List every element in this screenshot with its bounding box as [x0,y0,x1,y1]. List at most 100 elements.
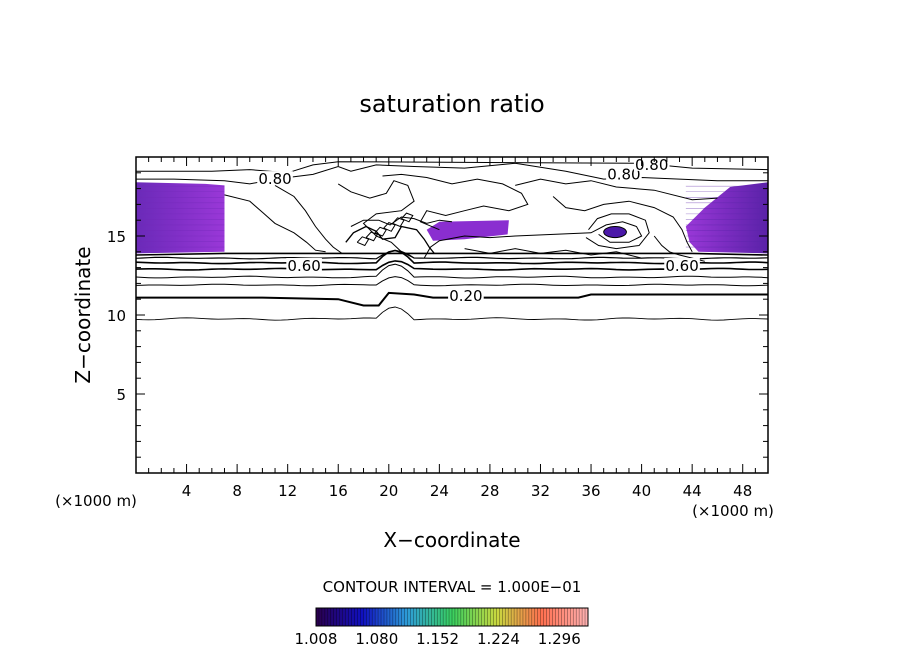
colorbar-swatch [384,608,388,626]
x-tick-label: 36 [581,482,600,500]
contour-label: 0.80 [258,170,291,188]
contour-label-bg [448,288,484,303]
colorbar-swatch [555,608,559,626]
colorbar-swatch [413,608,417,626]
y-axis-ticks: 5 10 15 [107,172,768,458]
colorbar-swatch [324,608,329,626]
colorbar-swatch [546,608,550,626]
contour-label-bg [257,171,293,186]
contour-line [136,249,768,260]
x-unit-label-left: (×1000 m) [55,492,137,510]
contour-line [423,221,643,259]
colorbar-swatch [419,608,423,626]
colorbar-swatch [585,608,589,626]
colorbar-swatch [437,608,441,626]
colorbar-swatch [531,608,536,626]
x-axis-ticks: 4 8 12 16 20 24 28 32 36 40 44 48 [148,157,756,500]
colorbar-swatch [381,608,385,626]
colorbar-swatch [576,608,580,626]
contour-line [136,260,768,271]
colorbar-tick-label: 1.080 [355,630,398,648]
x-tick-label: 48 [733,482,752,500]
colorbar-swatch [327,608,332,626]
y-tick-label: 15 [107,228,126,246]
right-eddy-core [603,226,627,239]
colorbar-swatch [469,608,473,626]
x-tick-label: 28 [480,482,499,500]
contour-label-bg [633,156,670,171]
contour-label: 0.60 [287,257,320,275]
x-tick-label: 8 [232,482,242,500]
colorbar-swatch [528,608,533,626]
y-tick-label: 10 [107,307,126,325]
x-tick-label: 44 [683,482,702,500]
contour-line [345,225,435,254]
colorbar-swatch [398,608,403,626]
colorbar-swatch [517,608,521,626]
colorbar-swatch [375,608,379,626]
colorbar-swatch [525,608,530,626]
colorbar-tick-label: 1.296 [538,630,581,648]
colorbar-swatch [342,608,346,626]
colorbar-swatch [487,608,491,626]
colorbar-tick-label: 1.008 [295,630,338,648]
colorbar-swatch [534,608,539,626]
y-axis-label: Z−coordinate [71,246,95,383]
contour-line [585,213,650,250]
colorbar-swatch [336,608,340,626]
colorbar-swatch [321,608,326,626]
colorbar-swatch [422,608,426,626]
chart-title: saturation ratio [359,90,544,118]
colorbar-swatch [369,608,373,626]
colorbar-swatch [363,608,367,626]
contour-label: 0.60 [665,257,698,275]
contour-labels: 0.80 0.800.800.60 0.600.20 [257,156,700,305]
x-tick-label: 4 [182,482,192,500]
colorbar-swatch [540,608,544,626]
colorbar-swatch [502,608,506,626]
colorbar-swatch [431,608,435,626]
colorbar-swatch [428,608,432,626]
colorbar-swatch [457,608,462,626]
contour-label-bg [286,258,322,273]
colorbar-swatch [481,608,485,626]
colorbar-swatch [475,608,479,626]
colorbar-swatch [330,608,335,626]
contour-line [136,291,768,307]
colorbar-swatch [404,608,408,626]
contour-label: 0.80 [635,156,668,174]
colorbar-swatch [434,608,438,626]
colorbar-swatch [339,608,343,626]
x-tick-label: 24 [430,482,449,500]
colorbar-swatch [478,608,482,626]
colorbar-swatch [537,608,541,626]
colorbar-swatch [549,608,553,626]
colorbar-swatch [493,608,497,626]
colorbar-swatch [351,608,355,626]
contour-line [224,194,326,253]
colorbar-swatch [472,608,476,626]
colorbar-swatch [454,608,459,626]
colorbar-swatch [316,608,320,626]
contour-line [365,231,379,242]
plot-frame [135,156,769,474]
contour-line [464,248,642,259]
contour-line [136,162,768,185]
colorbar-tick-label: 1.224 [477,630,520,648]
colorbar-swatch [372,608,376,626]
colorbar-swatch [392,608,397,626]
contour-line [274,184,343,254]
colorbar-swatch [463,608,468,626]
shaded-regions [136,182,768,254]
contour-interval-label: CONTOUR INTERVAL = 1.000E−01 [323,578,582,596]
colorbar-swatch [354,608,358,626]
colorbar-swatch [460,608,465,626]
y-tick-label: 5 [116,386,126,404]
colorbar-swatch [543,608,547,626]
contour-line [136,249,768,265]
colorbar-swatch [561,608,565,626]
colorbar-swatch [552,608,556,626]
colorbar-swatch [567,608,571,626]
colorbar-swatch [386,608,391,626]
